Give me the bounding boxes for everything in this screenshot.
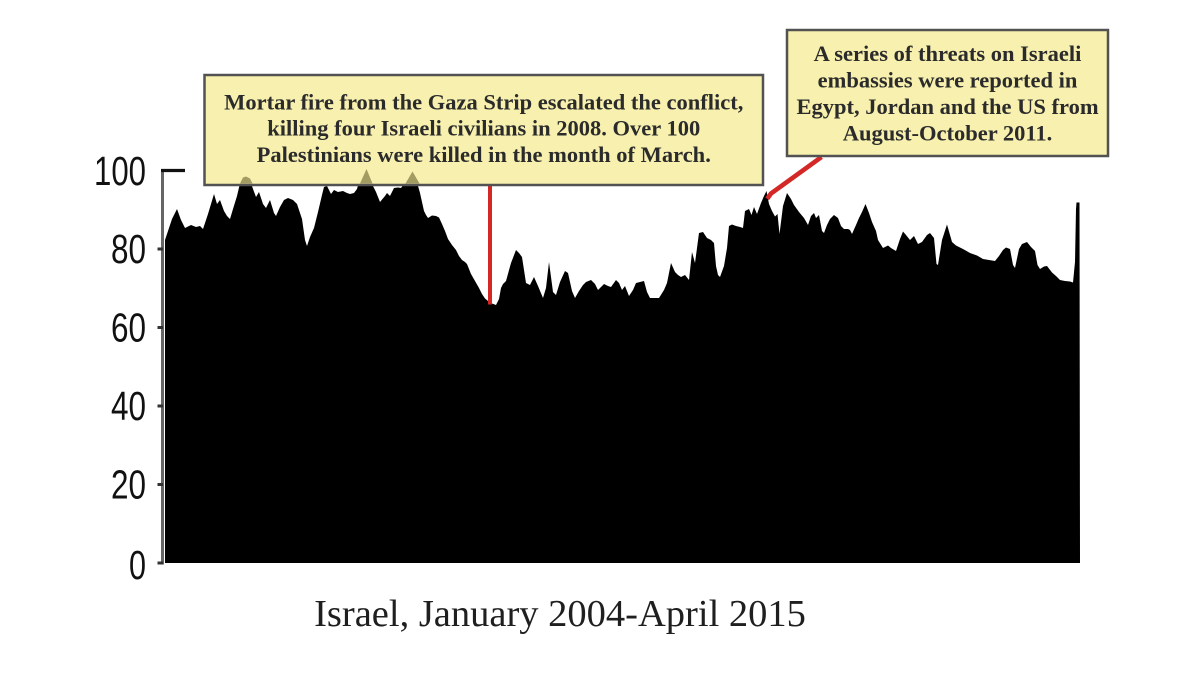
svg-text:Israel, January 2004-April 201: Israel, January 2004-April 2015 xyxy=(314,593,806,635)
svg-text:killing four Israeli civilians: killing four Israeli civilians in 2008. … xyxy=(267,116,700,141)
svg-text:Egypt, Jordan and the US from: Egypt, Jordan and the US from xyxy=(796,94,1098,119)
svg-text:20: 20 xyxy=(111,462,146,508)
svg-text:August-October 2011.: August-October 2011. xyxy=(843,121,1053,146)
svg-text:Palestinians were killed in th: Palestinians were killed in the month of… xyxy=(257,142,711,167)
svg-text:Mortar fire from the Gaza Stri: Mortar fire from the Gaza Strip escalate… xyxy=(224,90,743,115)
svg-text:60: 60 xyxy=(111,305,146,351)
svg-text:embassies were reported in: embassies were reported in xyxy=(818,68,1078,93)
svg-text:40: 40 xyxy=(111,383,146,429)
svg-text:80: 80 xyxy=(111,226,146,272)
svg-text:0: 0 xyxy=(129,542,146,588)
svg-text:100: 100 xyxy=(94,148,146,194)
svg-text:A series of threats on Israeli: A series of threats on Israeli xyxy=(814,41,1082,66)
